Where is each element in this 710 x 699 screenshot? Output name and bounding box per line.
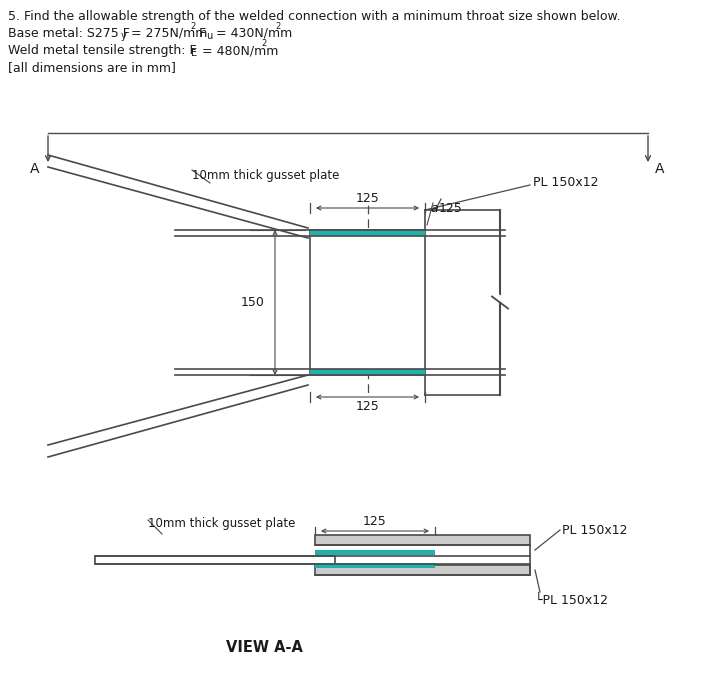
Text: 10mm thick gusset plate: 10mm thick gusset plate — [192, 169, 339, 182]
Text: └PL 150x12: └PL 150x12 — [535, 594, 608, 607]
Text: VIEW A-A: VIEW A-A — [226, 640, 303, 655]
Text: 2: 2 — [190, 22, 195, 31]
Text: 5. Find the allowable strength of the welded connection with a minimum throat si: 5. Find the allowable strength of the we… — [8, 10, 621, 23]
Text: 125: 125 — [356, 192, 379, 205]
Text: = 480N/mm: = 480N/mm — [198, 44, 278, 57]
Bar — [315, 535, 530, 545]
Bar — [310, 230, 425, 236]
Text: A: A — [655, 162, 665, 176]
Bar — [310, 369, 425, 375]
Bar — [315, 563, 435, 568]
Text: F: F — [195, 27, 206, 40]
Text: [all dimensions are in mm]: [all dimensions are in mm] — [8, 61, 176, 74]
Bar — [315, 550, 435, 555]
Bar — [310, 230, 425, 375]
Text: 125: 125 — [439, 202, 463, 215]
Text: 125: 125 — [363, 515, 387, 528]
Text: = 275N/mm: = 275N/mm — [127, 27, 207, 40]
Text: a: a — [430, 202, 437, 215]
Text: y: y — [121, 31, 127, 41]
Bar — [315, 565, 530, 575]
Text: PL 150x12: PL 150x12 — [533, 177, 599, 189]
Bar — [95, 556, 335, 564]
Text: A: A — [30, 162, 40, 176]
Text: PL 150x12: PL 150x12 — [562, 524, 628, 537]
Text: E: E — [191, 48, 197, 58]
Text: 2: 2 — [261, 39, 266, 48]
Text: = 430N/mm: = 430N/mm — [212, 27, 293, 40]
Text: u: u — [206, 31, 212, 41]
Text: Weld metal tensile strength: F: Weld metal tensile strength: F — [8, 44, 197, 57]
Text: 10mm thick gusset plate: 10mm thick gusset plate — [148, 517, 295, 530]
Text: 125: 125 — [356, 400, 379, 413]
Text: 2: 2 — [275, 22, 280, 31]
Text: 150: 150 — [241, 296, 265, 309]
Text: Base metal: S275 F: Base metal: S275 F — [8, 27, 130, 40]
